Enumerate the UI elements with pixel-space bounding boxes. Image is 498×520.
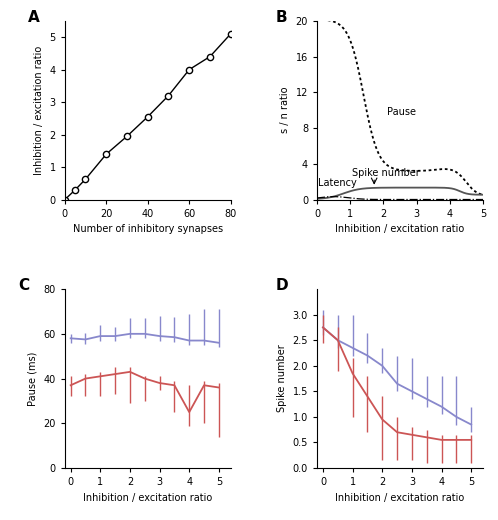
Y-axis label: Spike number: Spike number (277, 345, 287, 412)
Text: A: A (28, 10, 40, 25)
X-axis label: Inhibition / excitation ratio: Inhibition / excitation ratio (336, 492, 465, 503)
Text: C: C (18, 278, 29, 293)
Text: D: D (275, 278, 288, 293)
Text: Latency: Latency (318, 178, 357, 188)
Y-axis label: s / n ratio: s / n ratio (280, 87, 290, 134)
Text: Pause: Pause (387, 107, 416, 116)
Text: Spike number: Spike number (352, 167, 420, 177)
Y-axis label: Pause (ms): Pause (ms) (28, 352, 38, 406)
X-axis label: Inhibition / excitation ratio: Inhibition / excitation ratio (83, 492, 212, 503)
Y-axis label: Inhibition / excitation ratio: Inhibition / excitation ratio (34, 46, 44, 175)
X-axis label: Inhibition / excitation ratio: Inhibition / excitation ratio (336, 224, 465, 235)
Text: B: B (275, 10, 287, 25)
X-axis label: Number of inhibitory synapses: Number of inhibitory synapses (73, 224, 223, 235)
